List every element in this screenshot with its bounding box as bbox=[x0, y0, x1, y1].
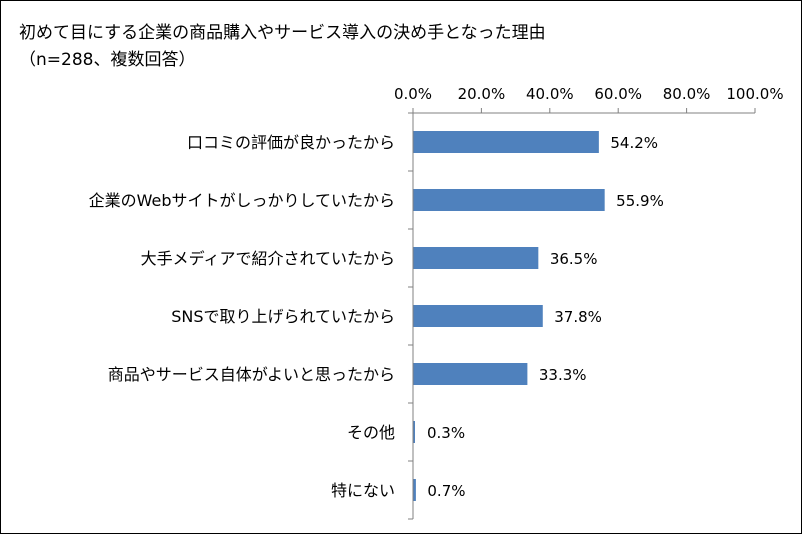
x-tick-label: 0.0% bbox=[394, 85, 432, 103]
category-label: SNSで取り上げられていたから bbox=[171, 307, 395, 326]
bar bbox=[413, 305, 543, 327]
category-label: 企業のWebサイトがしっかりしていたから bbox=[89, 191, 395, 210]
x-tick-label: 20.0% bbox=[458, 85, 506, 103]
data-label: 37.8% bbox=[554, 308, 602, 326]
category-label: 口コミの評価が良かったから bbox=[187, 133, 395, 152]
data-label: 33.3% bbox=[539, 366, 587, 384]
chart-subtitle: （n=288、複数回答） bbox=[19, 50, 196, 70]
bar bbox=[413, 189, 605, 211]
data-label: 36.5% bbox=[550, 250, 598, 268]
x-tick-label: 60.0% bbox=[594, 85, 642, 103]
data-label: 0.7% bbox=[427, 482, 465, 500]
bar bbox=[413, 247, 539, 269]
category-label: 商品やサービス自体がよいと思ったから bbox=[108, 365, 395, 384]
x-tick-label: 80.0% bbox=[663, 85, 711, 103]
x-tick-label: 40.0% bbox=[526, 85, 574, 103]
bar bbox=[413, 131, 599, 153]
data-label: 0.3% bbox=[427, 424, 465, 442]
bar bbox=[413, 363, 528, 385]
category-label: その他 bbox=[347, 423, 395, 442]
category-label: 特にない bbox=[331, 481, 395, 500]
chart-title: 初めて目にする企業の商品購入やサービス導入の決め手となった理由 bbox=[19, 23, 546, 43]
data-label: 54.2% bbox=[610, 134, 658, 152]
data-label: 55.9% bbox=[616, 192, 664, 210]
category-label: 大手メディアで紹介されていたから bbox=[141, 249, 395, 268]
bar bbox=[413, 479, 416, 501]
bar bbox=[413, 421, 415, 443]
x-tick-label: 100.0% bbox=[726, 85, 783, 103]
